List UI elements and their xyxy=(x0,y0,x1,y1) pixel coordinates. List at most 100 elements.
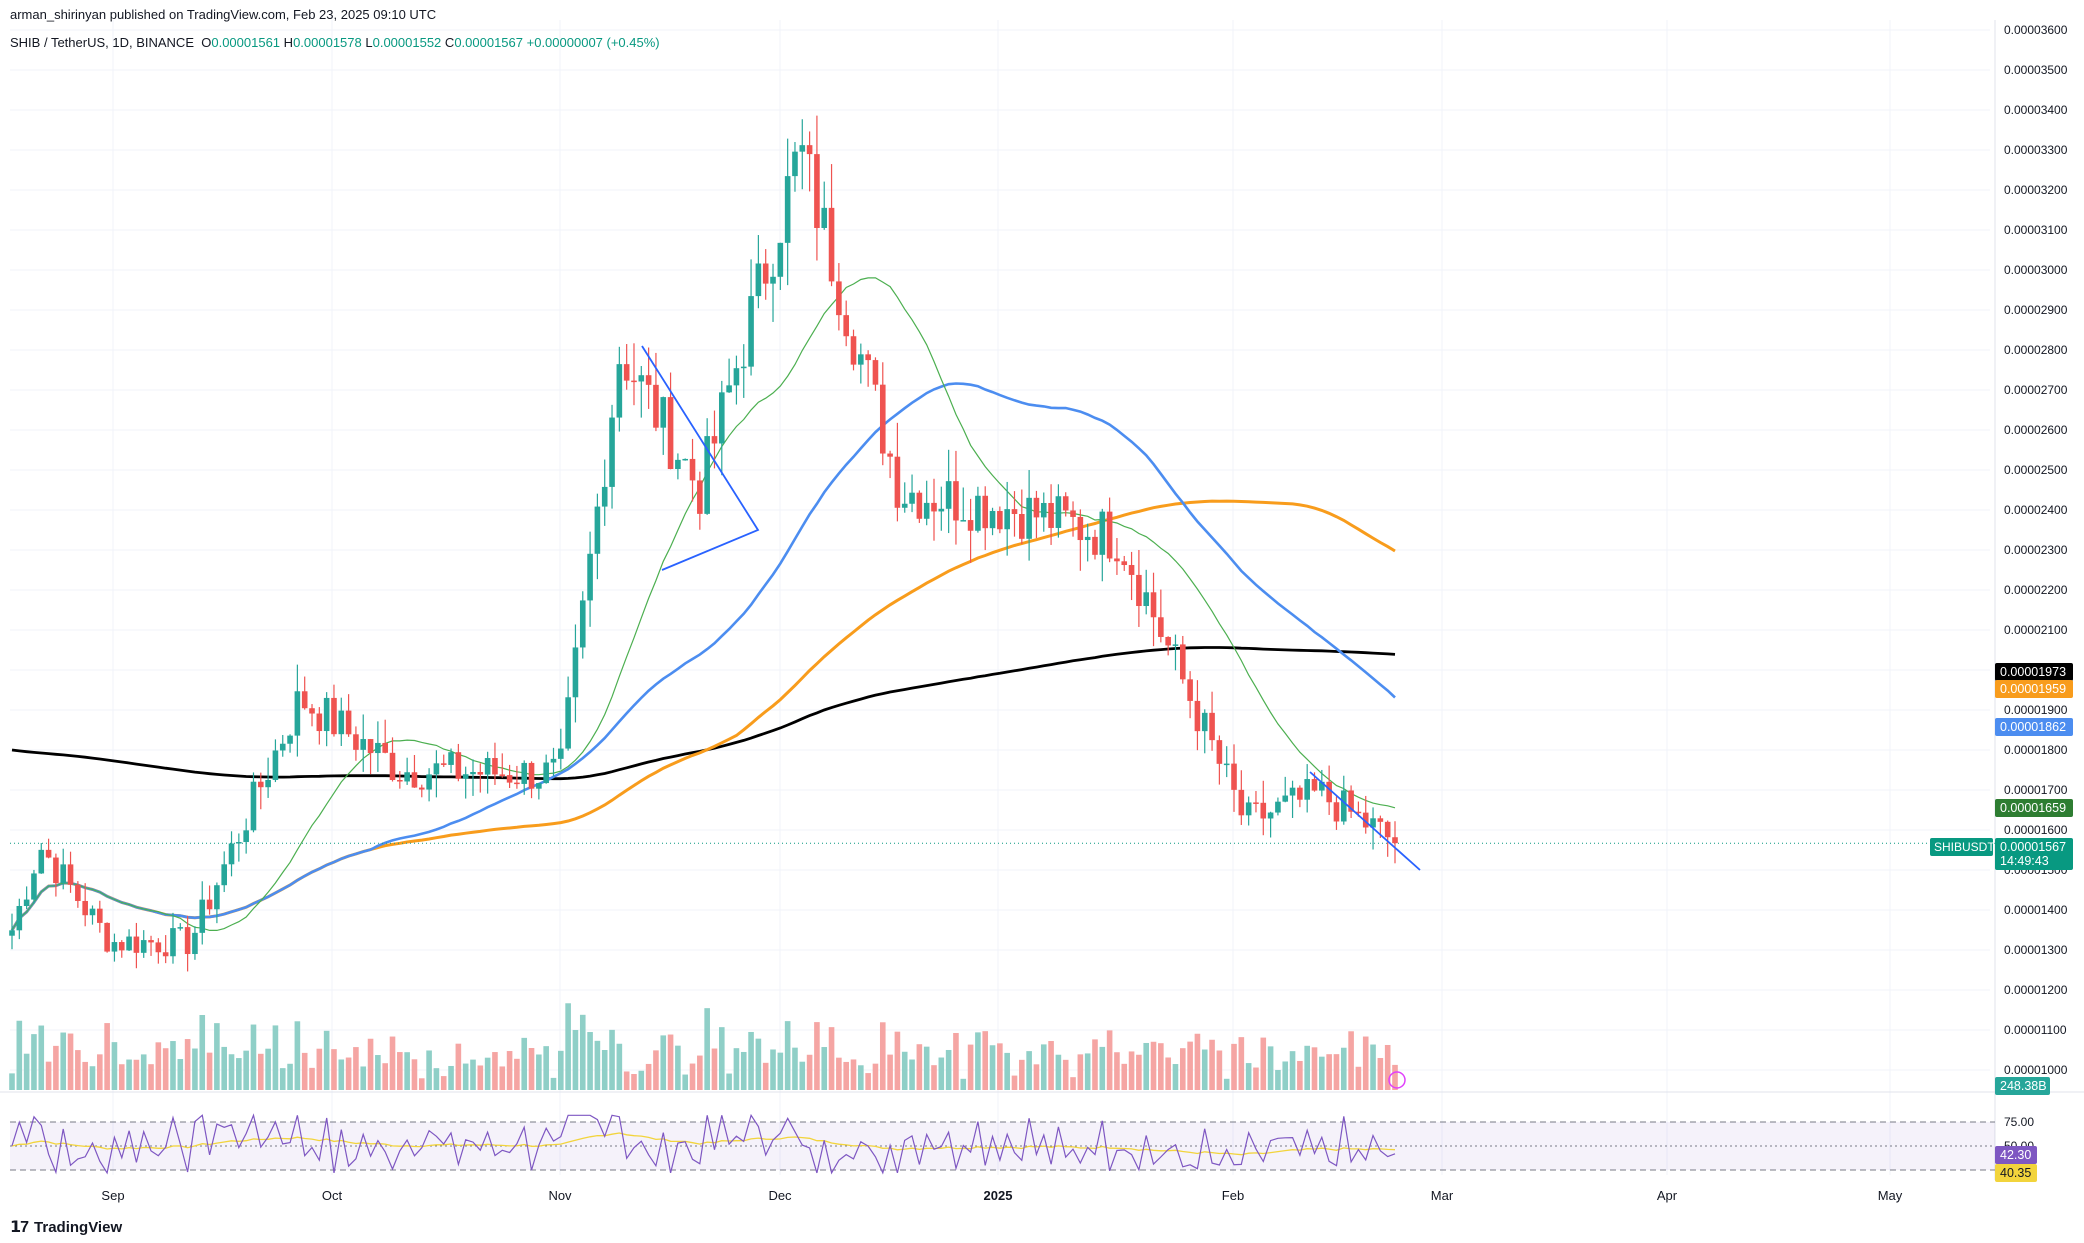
volume-bar xyxy=(184,1039,191,1090)
candle-body xyxy=(462,774,469,779)
close-value: 0.00001567 xyxy=(454,35,523,50)
candle-body xyxy=(1165,636,1171,646)
volume-bar xyxy=(397,1052,403,1090)
volume-bar xyxy=(1114,1052,1120,1090)
volume-bar xyxy=(587,1032,593,1090)
candle-body xyxy=(1114,558,1120,562)
rsi-value-tag-bg xyxy=(1995,1146,2037,1164)
volume-bar xyxy=(9,1073,15,1090)
volume-bar xyxy=(1348,1031,1354,1090)
volume-bar xyxy=(748,1031,754,1090)
candle-body xyxy=(126,936,132,951)
volume-bar xyxy=(1121,1063,1128,1090)
volume-bar xyxy=(1136,1054,1142,1090)
price-tick-label: 0.00001300 xyxy=(2004,943,2068,957)
volume-bar xyxy=(60,1032,67,1090)
price-axis[interactable]: 0.00003600 0.00003500 0.00003400 0.00003300… xyxy=(2004,23,2068,1077)
candle-body xyxy=(997,511,1003,530)
time-tick-label: 2025 xyxy=(984,1188,1013,1203)
volume-bar xyxy=(777,1052,784,1090)
volume-bar xyxy=(1099,1046,1106,1090)
time-axis[interactable]: Sep Oct Nov Dec 2025 Feb Mar Apr May xyxy=(101,1188,1902,1203)
volume-bar xyxy=(1143,1042,1150,1090)
candle-body xyxy=(1011,509,1018,515)
volume-bar xyxy=(858,1065,864,1090)
volume-bar xyxy=(67,1033,74,1090)
volume-bar xyxy=(316,1048,323,1090)
candle-body xyxy=(440,763,447,765)
volume-bar xyxy=(806,1054,813,1090)
volume-bar xyxy=(265,1048,271,1090)
candle-body xyxy=(814,154,820,228)
candle-body xyxy=(579,600,586,648)
price-tick-label: 0.00002400 xyxy=(2004,503,2068,517)
candle-body xyxy=(1158,617,1164,637)
volume-bar xyxy=(250,1024,257,1090)
moving-averages xyxy=(10,277,1995,932)
volume-bar xyxy=(1172,1064,1179,1090)
symbol-label[interactable]: SHIB / TetherUS, 1D, BINANCE xyxy=(10,35,194,50)
volume-bar xyxy=(616,1043,623,1090)
ma200-line xyxy=(11,646,1396,781)
open-value: 0.00001561 xyxy=(211,35,281,50)
time-tick-label: Nov xyxy=(548,1188,572,1203)
volume-bar xyxy=(1333,1054,1340,1090)
volume-bar xyxy=(872,1063,879,1090)
volume-bar xyxy=(1275,1069,1281,1090)
time-tick-label: Mar xyxy=(1431,1188,1454,1203)
volume-bar xyxy=(1253,1067,1259,1090)
tradingview-logo[interactable]: 𝟭7 TradingView xyxy=(10,1217,122,1237)
volume-bar xyxy=(543,1046,549,1090)
ma100-price-tag: 0.00001959 xyxy=(2000,682,2066,696)
candle-body xyxy=(397,780,403,782)
price-tick-label: 0.00001100 xyxy=(2004,1023,2067,1037)
candle-body xyxy=(470,772,476,775)
volume-bar xyxy=(1289,1051,1296,1090)
candle-body xyxy=(345,710,352,735)
candle-body xyxy=(1304,779,1310,800)
tradingview-logo-icon: 𝟭7 xyxy=(10,1219,29,1236)
price-tick-label: 0.00002800 xyxy=(2004,343,2068,357)
candle-body xyxy=(1019,514,1025,539)
price-tick-label: 0.00001200 xyxy=(2004,983,2068,997)
candle-body xyxy=(1201,712,1208,732)
volume-bar xyxy=(836,1057,842,1090)
volume-bar xyxy=(938,1057,945,1090)
candle-body xyxy=(916,492,923,519)
candle-body xyxy=(184,927,191,955)
candle-body xyxy=(1231,763,1237,790)
volume-tag-bg xyxy=(1995,1077,2050,1095)
volume-bar xyxy=(1019,1059,1025,1090)
candle-body xyxy=(528,762,535,789)
volume-bar xyxy=(426,1050,432,1090)
volume-bar xyxy=(521,1037,528,1090)
volume-bar xyxy=(528,1048,535,1090)
volume-bar xyxy=(170,1041,176,1090)
price-tick-label: 0.00002200 xyxy=(2004,583,2068,597)
volume-bar xyxy=(1297,1060,1303,1090)
candle-body xyxy=(1362,812,1369,828)
volume-bar xyxy=(704,1008,710,1090)
volume-bar xyxy=(477,1065,484,1090)
volume-bar xyxy=(1150,1041,1157,1090)
candle-body xyxy=(645,375,652,385)
volume-bar xyxy=(623,1071,630,1090)
volume-bar xyxy=(667,1034,674,1090)
volume-bar xyxy=(718,1027,725,1090)
volume-bar xyxy=(279,1068,286,1090)
candle-body xyxy=(1289,787,1296,796)
candle-body xyxy=(894,456,901,508)
volume-bar xyxy=(1355,1066,1362,1090)
symbol-badge: SHIBUSDT xyxy=(1934,840,1995,854)
candle-body xyxy=(118,942,125,951)
volume-bar xyxy=(1106,1030,1113,1090)
rsi-value-tag: 42.30 xyxy=(2000,1148,2031,1162)
candle-body xyxy=(192,932,198,955)
candle-body xyxy=(558,748,564,759)
price-tick-label: 0.00003000 xyxy=(2004,263,2068,277)
time-tick-label: May xyxy=(1878,1188,1903,1203)
volume-bar xyxy=(309,1067,315,1090)
candle-body xyxy=(206,899,213,910)
alert-icon xyxy=(1388,1071,1406,1089)
